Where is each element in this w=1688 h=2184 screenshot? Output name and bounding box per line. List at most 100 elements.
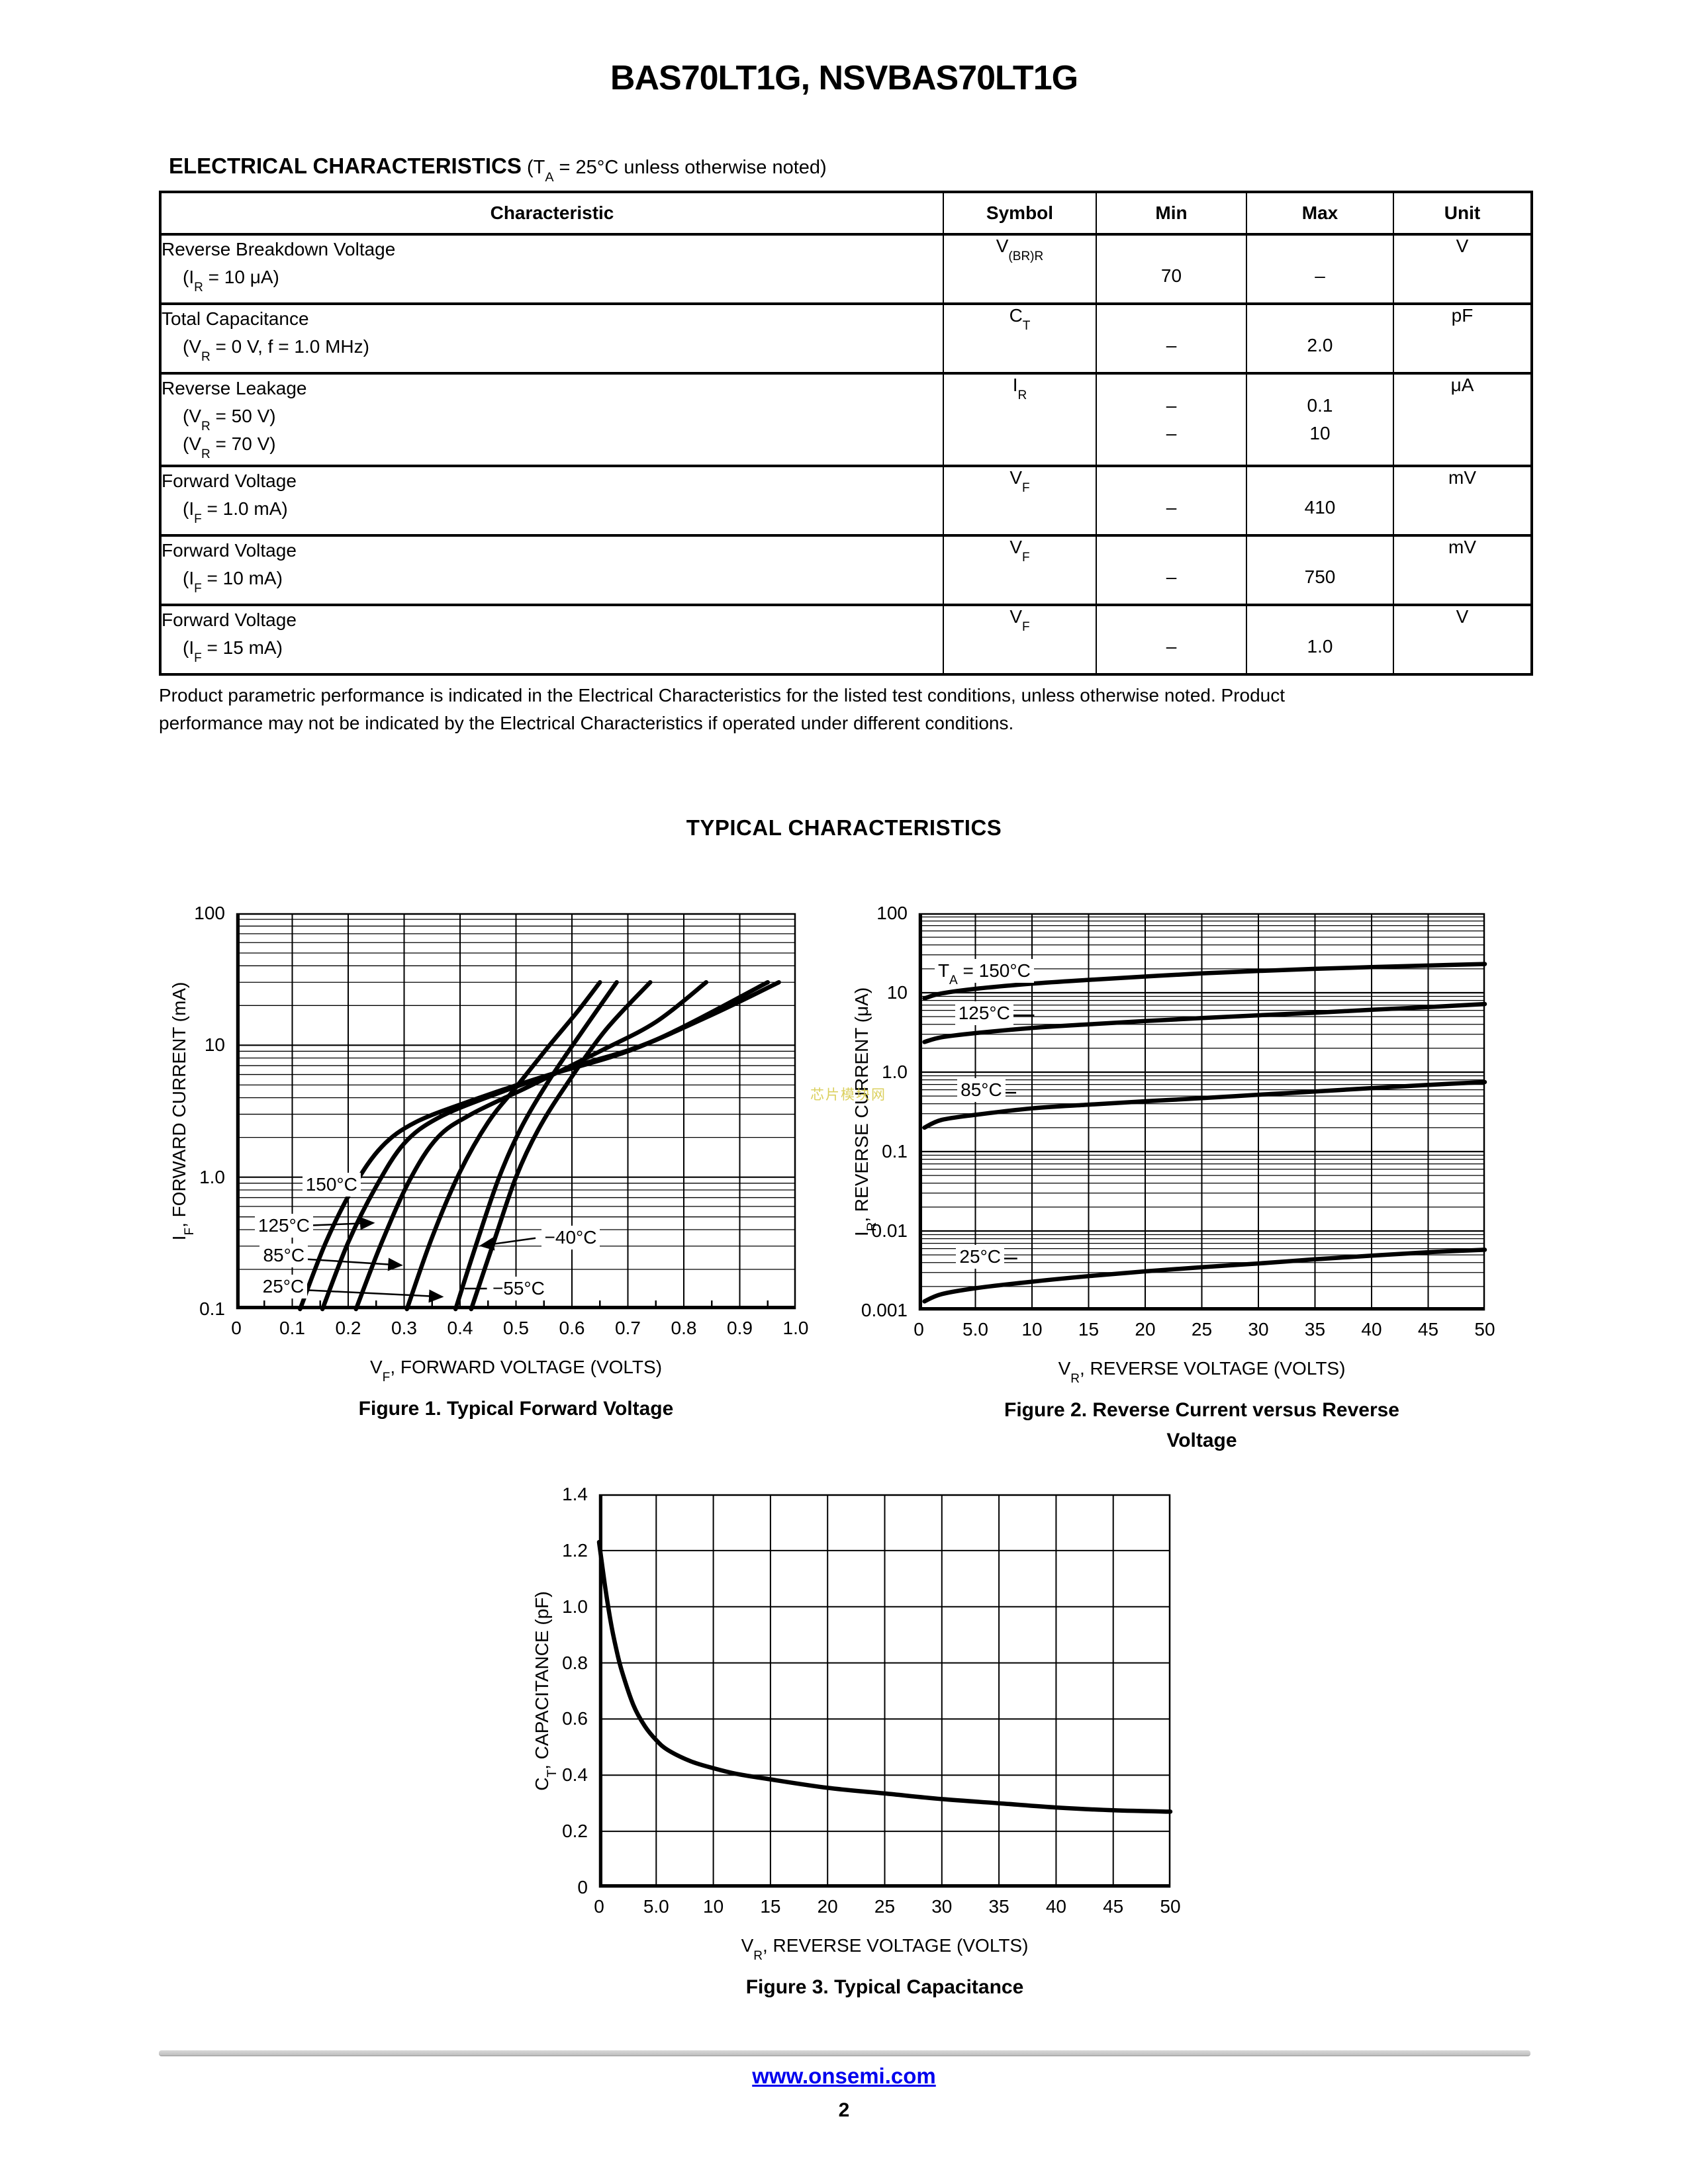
test-condition: (IF = 1.0 mA) <box>183 498 288 526</box>
figure2-xtick: 30 <box>1248 1319 1269 1340</box>
max-cell: 410 <box>1246 465 1394 537</box>
max-cell: – <box>1246 234 1394 305</box>
figure3-ytick: 1.0 <box>562 1596 588 1617</box>
max-cell: 0.1 10 <box>1246 373 1394 467</box>
figure2-xtick: 50 <box>1474 1319 1495 1340</box>
characteristic-name: Forward Voltage <box>162 471 297 491</box>
figure3-xtick: 10 <box>703 1896 724 1917</box>
max-value: 0.1 10 <box>1247 392 1393 447</box>
min-value-line: – <box>1166 566 1177 587</box>
page-number: 2 <box>838 2099 850 2121</box>
figure1-grid <box>236 913 796 1309</box>
figure2-xtick: 25 <box>1191 1319 1213 1340</box>
test-condition: (VR = 50 V) <box>183 406 276 433</box>
figure2-ytick: 10 <box>886 982 908 1003</box>
characteristic-cell: Reverse Leakage (VR = 50 V) (VR = 70 V) <box>159 373 944 467</box>
unit-cell: V <box>1393 604 1533 676</box>
figure3-x-axis-label: VR, REVERSE VOLTAGE (VOLTS) <box>741 1935 1029 1963</box>
figure2-xtick: 0 <box>914 1319 924 1340</box>
figure2-xtick: 10 <box>1021 1319 1043 1340</box>
min-value-line: – <box>1166 334 1177 355</box>
figure2-xtick: 15 <box>1078 1319 1100 1340</box>
curve-TA150C <box>922 962 1487 1001</box>
curve-125C <box>320 979 771 1312</box>
min-value: – – <box>1097 392 1246 447</box>
symbol-cell: VF <box>943 535 1097 606</box>
curve-85C <box>922 1079 1487 1130</box>
subscript: R <box>753 1948 763 1963</box>
figure2-xtick: 5.0 <box>962 1319 988 1340</box>
unit-cell: pF <box>1393 303 1533 375</box>
characteristic-name: Forward Voltage <box>162 610 297 630</box>
figure1-xtick: 0 <box>231 1318 242 1338</box>
column-header-characteristic: Characteristic <box>159 191 944 236</box>
min-value-line: – <box>1166 635 1177 657</box>
figure3-ytick: 1.4 <box>562 1484 588 1504</box>
annotation-arrow <box>302 1257 403 1271</box>
min-cell: – <box>1096 465 1247 537</box>
figure2-plot <box>918 913 1487 1311</box>
subscript: R <box>201 349 211 364</box>
figure1-x-axis-label: VF, FORWARD VOLTAGE (VOLTS) <box>369 1357 663 1385</box>
min-value-line: – <box>1166 496 1177 518</box>
subscript: T <box>1022 318 1031 333</box>
curve-25C <box>404 979 602 1312</box>
figure2-xtick: 35 <box>1304 1319 1326 1340</box>
figure2-ytick: 1.0 <box>882 1062 908 1082</box>
characteristic-name: Forward Voltage <box>162 540 297 561</box>
figure2-caption-line: Voltage <box>1166 1430 1237 1451</box>
table-row: Forward Voltage (IF = 15 mA) VF – 1.0 V <box>159 604 1533 676</box>
test-condition: (IF = 15 mA) <box>183 637 283 665</box>
characteristic-cell: Forward Voltage (IF = 10 mA) <box>159 535 944 606</box>
subscript: A <box>949 974 958 988</box>
min-value-line: – <box>1166 395 1177 416</box>
subscript: F <box>194 581 202 596</box>
min-cell: – – <box>1096 373 1247 467</box>
curve-40C <box>453 979 619 1312</box>
min-value-line: 70 <box>1160 265 1182 286</box>
unit-cell: V <box>1393 234 1533 305</box>
subscript: F <box>382 1370 391 1385</box>
max-value-line: – <box>1315 265 1325 286</box>
test-condition: (VR = 0 V, f = 1.0 MHz) <box>183 336 369 364</box>
figure3-ytick: 0.6 <box>562 1708 588 1729</box>
page-title: BAS70LT1G, NSVBAS70LT1G <box>610 59 1078 97</box>
subscript: R <box>201 447 211 461</box>
annotation-arrow <box>301 1289 444 1303</box>
max-value: – <box>1247 262 1393 290</box>
table-row: Reverse Breakdown Voltage (IR = 10 μA) V(B… <box>159 234 1533 305</box>
characteristic-cell: Total Capacitance (VR = 0 V, f = 1.0 MHz) <box>159 303 944 375</box>
figure1-xtick: 0.5 <box>503 1318 529 1338</box>
test-condition: (IR = 10 μA) <box>183 267 279 295</box>
max-cell: 2.0 <box>1246 303 1394 375</box>
symbol-cell: IR <box>943 373 1097 467</box>
symbol-cell: CT <box>943 303 1097 375</box>
figure1-temp-label: 150°C <box>302 1172 361 1197</box>
column-header-min: Min <box>1096 191 1247 236</box>
onsemi-link[interactable]: www.onsemi.com <box>752 2064 936 2088</box>
footer-link-wrap: www.onsemi.com <box>0 2064 1688 2089</box>
max-value: 410 <box>1247 494 1393 522</box>
figure1-xtick: 0.3 <box>391 1318 417 1338</box>
figure3-ytick: 1.2 <box>562 1539 588 1561</box>
characteristic-cell: Forward Voltage (IF = 1.0 mA) <box>159 465 944 537</box>
max-value: 1.0 <box>1247 633 1393 660</box>
figure3-xtick: 5.0 <box>643 1896 669 1917</box>
max-value-line: 2.0 <box>1307 334 1333 355</box>
column-header-symbol: Symbol <box>943 191 1097 236</box>
figure1-ytick: 10 <box>204 1034 225 1056</box>
subscript: F <box>194 651 202 665</box>
subscript: R <box>1017 388 1027 402</box>
figure1-temp-label: 25°C <box>259 1275 308 1299</box>
figure3-xtick: 40 <box>1045 1896 1066 1917</box>
subscript: R <box>194 280 203 295</box>
min-value: – <box>1097 633 1246 660</box>
figure1-xtick: 0.7 <box>615 1318 641 1338</box>
figure3-caption: Figure 3. Typical Capacitance <box>587 1972 1183 2003</box>
figure3-xtick: 50 <box>1160 1896 1181 1917</box>
min-value: – <box>1097 332 1246 359</box>
figure3-xtick: 30 <box>931 1896 953 1917</box>
test-condition: (IF = 10 mA) <box>183 568 283 596</box>
min-value: 70 <box>1097 262 1246 290</box>
figure1-caption-line: Figure 1. Typical Forward Voltage <box>358 1398 674 1420</box>
